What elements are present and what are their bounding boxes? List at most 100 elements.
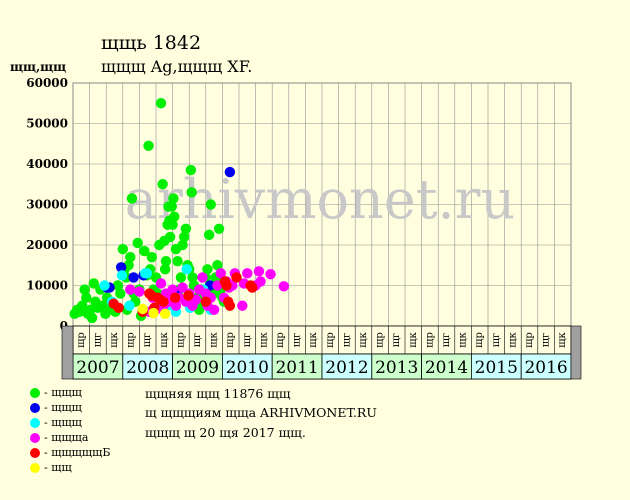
data-point	[231, 272, 242, 283]
legend-label: - щщщ	[44, 401, 82, 414]
data-point	[175, 272, 187, 283]
data-point	[167, 284, 178, 295]
data-point	[169, 292, 181, 303]
legend-item: - щщщщщБ	[30, 446, 110, 460]
data-point	[177, 239, 188, 251]
data-point	[186, 187, 197, 198]
data-point	[117, 243, 128, 255]
quarter-label: щр	[175, 332, 186, 348]
data-point	[86, 312, 98, 324]
legend-label: - щщщ	[44, 416, 82, 429]
legend-label: - щщща	[44, 431, 89, 444]
data-point	[169, 211, 180, 222]
quarter-label: щг	[192, 333, 203, 348]
green-dot-icon	[30, 388, 40, 398]
legend-label: - щщщ	[44, 386, 82, 399]
quarter-label: щг	[441, 333, 452, 348]
year-cell	[520, 353, 572, 380]
quarter-label: щк	[209, 331, 220, 347]
quarter-label: щг	[142, 333, 153, 348]
blue-dot-icon	[30, 403, 40, 413]
data-point	[125, 284, 136, 295]
data-point	[128, 272, 139, 283]
data-point	[172, 256, 183, 267]
year-label: 2008	[126, 358, 169, 378]
data-point	[278, 281, 290, 292]
yellow-dot-icon	[30, 463, 40, 473]
data-point	[164, 231, 176, 243]
quarter-label: щр	[225, 332, 236, 348]
year-label: 2009	[176, 358, 219, 378]
quarter-label: щр	[524, 332, 535, 348]
quarter-label: щр	[275, 332, 286, 348]
quarter-label: щр	[76, 332, 87, 348]
data-point	[79, 284, 90, 295]
data-point	[187, 272, 198, 283]
year-label: 2007	[76, 358, 119, 378]
legend-item: - щщ	[30, 461, 72, 475]
quarter-label: щр	[126, 332, 137, 348]
data-point	[157, 179, 168, 190]
data-point	[76, 300, 88, 311]
y-axis-label: щщ,щщ	[10, 60, 67, 74]
y-tick-label: 20000	[26, 238, 68, 252]
quarter-label: щг	[491, 333, 502, 348]
data-point	[177, 282, 188, 293]
data-point	[159, 308, 171, 320]
quarter-label: щк	[557, 331, 568, 347]
data-point	[255, 276, 266, 287]
data-points	[69, 98, 290, 324]
x-axis: щр щг щк щр щг щк щр щг щк щр щг щк щр щг щк щр щг щк щр щг…	[61, 325, 582, 380]
quarter-label: щг	[92, 333, 103, 348]
data-point	[205, 199, 216, 210]
year-label: 2016	[524, 358, 567, 378]
data-point	[99, 280, 110, 291]
data-point	[237, 300, 248, 311]
y-tick-label: 30000	[26, 198, 68, 212]
quarter-label: щк	[159, 331, 170, 347]
data-point	[155, 278, 167, 289]
year-cell	[470, 353, 522, 380]
data-point	[247, 282, 258, 293]
y-tick-label: 60000	[26, 76, 68, 90]
cyan-dot-icon	[30, 418, 40, 428]
data-point	[113, 302, 124, 313]
legend-item: - щщща	[30, 431, 88, 445]
data-point	[132, 237, 143, 249]
data-point	[179, 231, 190, 243]
data-point	[224, 300, 236, 311]
data-point	[224, 166, 236, 178]
y-tick-label: 10000	[26, 279, 68, 293]
magenta-dot-icon	[30, 433, 40, 443]
quarter-label: щк	[258, 331, 269, 347]
quarter-label: щк	[458, 331, 469, 347]
quarter-label: щк	[507, 331, 518, 347]
quarter-label: щр	[325, 332, 336, 348]
data-point	[125, 251, 136, 263]
quarter-label: щр	[424, 332, 435, 348]
chart-title: щщь 1842	[101, 32, 202, 54]
data-point	[115, 288, 126, 299]
quarter-label: щр	[375, 332, 386, 348]
data-point	[208, 304, 220, 315]
quarter-label: щр	[474, 332, 485, 348]
data-point	[265, 268, 276, 280]
data-point	[167, 219, 178, 230]
data-point	[170, 300, 182, 311]
year-label: 2011	[275, 358, 318, 378]
legend-item: - щщщ	[30, 386, 82, 400]
data-point	[200, 296, 211, 307]
data-point	[139, 245, 150, 257]
data-point	[203, 229, 215, 241]
quarter-label: щк	[109, 331, 120, 347]
data-point	[141, 268, 153, 279]
data-point	[137, 303, 148, 315]
data-point	[242, 268, 253, 279]
info-source: щ щщщиям щщa ARHIVMONET.RU	[145, 405, 377, 420]
y-tick-label: 50000	[26, 117, 68, 131]
data-point	[159, 264, 171, 275]
year-cell	[122, 353, 174, 380]
quarter-label: щг	[541, 333, 552, 348]
year-label: 2013	[375, 358, 418, 378]
